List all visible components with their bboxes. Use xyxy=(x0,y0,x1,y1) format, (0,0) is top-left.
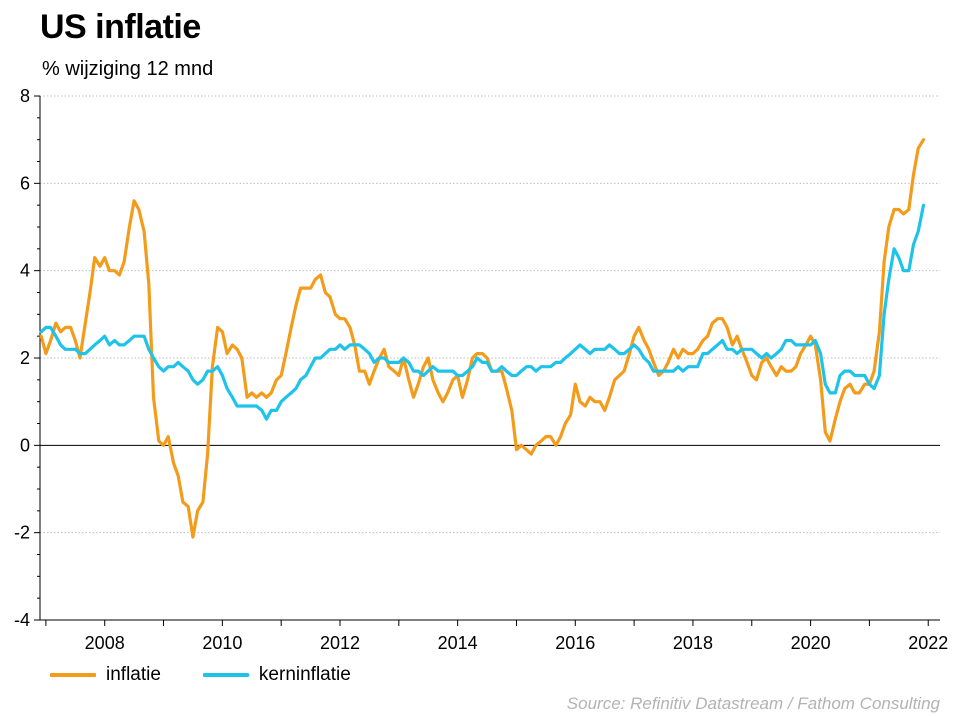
x-tick-label: 2016 xyxy=(555,633,595,653)
legend: inflatie kerninflatie xyxy=(50,664,393,686)
legend-item-kerninflatie: kerninflatie xyxy=(202,664,351,686)
y-tick-label: -4 xyxy=(14,610,30,630)
y-tick-label: -2 xyxy=(14,523,30,543)
x-tick-label: 2022 xyxy=(908,633,948,653)
series-line-kerninflatie xyxy=(39,203,926,421)
y-tick-label: 0 xyxy=(20,435,30,455)
x-tick-label: 2010 xyxy=(202,633,242,653)
x-tick-label: 2014 xyxy=(438,633,478,653)
legend-label-kerninflatie: kerninflatie xyxy=(258,664,351,685)
source-note: Source: Refinitiv Datastream / Fathom Co… xyxy=(566,694,940,713)
x-tick-label: 2012 xyxy=(320,633,360,653)
series-lines xyxy=(39,138,926,539)
y-tick-label: 2 xyxy=(20,348,30,368)
x-tick-label: 2020 xyxy=(791,633,831,653)
chart-subtitle: % wijziging 12 mnd xyxy=(42,58,214,80)
legend-label-inflatie: inflatie xyxy=(106,664,161,685)
y-tick-label: 4 xyxy=(20,261,30,281)
gridlines xyxy=(40,95,940,534)
legend-swatch-inflatie xyxy=(50,673,96,677)
series-line-inflatie xyxy=(39,138,926,539)
legend-item-inflatie: inflatie xyxy=(50,664,161,686)
x-tick-label: 2008 xyxy=(85,633,125,653)
axes: 8 6 4 2 0 -2 -4 2008 2010 2012 2014 2016 2018 2020 202… xyxy=(14,86,948,653)
y-tick-label: 6 xyxy=(20,173,30,193)
legend-swatch-kerninflatie xyxy=(202,673,249,677)
y-tick-label: 8 xyxy=(20,86,30,106)
chart-title: US inflatie xyxy=(40,8,201,46)
x-tick-label: 2018 xyxy=(673,633,713,653)
